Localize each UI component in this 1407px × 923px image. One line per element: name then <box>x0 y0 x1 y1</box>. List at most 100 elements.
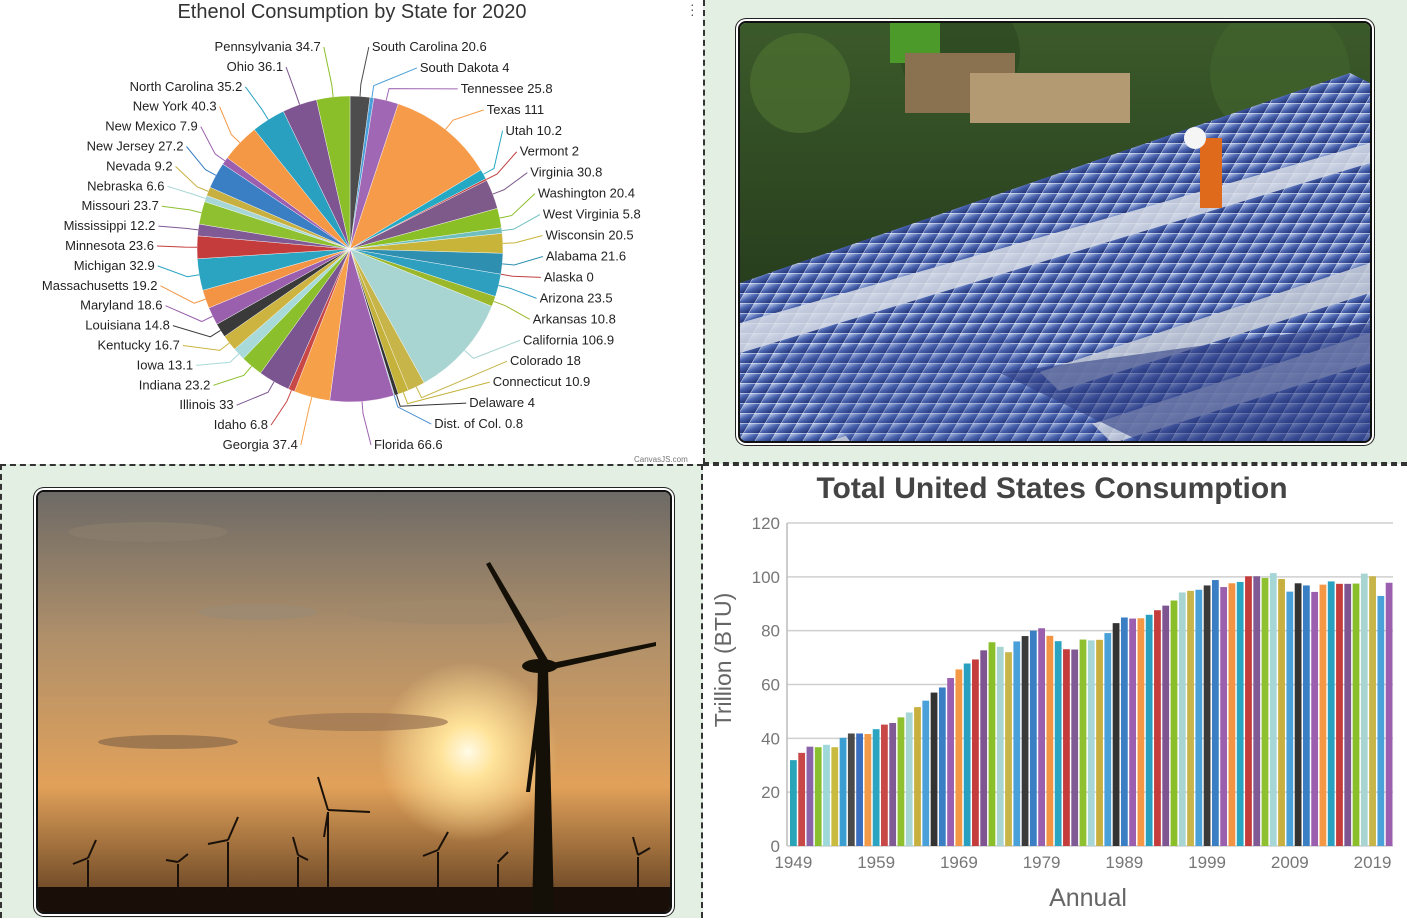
bar-1999[interactable] <box>1203 585 1211 846</box>
bar-1976[interactable] <box>1013 641 1021 846</box>
bar-2020[interactable] <box>1377 595 1385 846</box>
bar-1956[interactable] <box>847 733 855 846</box>
bar-1975[interactable] <box>1005 652 1012 846</box>
bar-1963[interactable] <box>905 712 913 846</box>
bar-1983[interactable] <box>1071 649 1079 846</box>
bar-1971[interactable] <box>972 659 979 846</box>
pie-leader-line-dist-of-col <box>393 395 432 425</box>
pie-label-texas: Texas 111 <box>487 102 544 117</box>
bar-1988[interactable] <box>1112 623 1120 846</box>
pie-leader-line-michigan <box>157 265 200 278</box>
bar-1990[interactable] <box>1129 618 1137 846</box>
bar-2000[interactable] <box>1211 580 1219 846</box>
bar-2009[interactable] <box>1286 591 1294 846</box>
pie-leader-line-colorado <box>415 360 508 399</box>
bar-1958[interactable] <box>864 734 872 846</box>
bar-2010[interactable] <box>1294 583 1302 846</box>
bar-1982[interactable] <box>1063 649 1070 846</box>
pie-label-minnesota: Minnesota 23.6 <box>65 238 154 253</box>
bar-1986[interactable] <box>1096 639 1103 846</box>
vertical-dots-icon[interactable]: · · · <box>690 0 695 22</box>
pie-label-nevada: Nevada 9.2 <box>106 158 173 173</box>
bar-1970[interactable] <box>963 663 971 846</box>
bar-2018[interactable] <box>1360 573 1368 846</box>
wind-photo-panel <box>0 464 703 918</box>
bar-2011[interactable] <box>1302 585 1310 846</box>
bar-2016[interactable] <box>1344 583 1352 846</box>
bar-1991[interactable] <box>1137 618 1145 846</box>
bar-chart-x-axis-label: Annual <box>1049 884 1127 912</box>
bar-1995[interactable] <box>1170 600 1178 846</box>
bar-2008[interactable] <box>1278 578 1285 846</box>
bar-y-tick-label: 0 <box>771 837 780 856</box>
pie-leader-line-south-carolina <box>359 46 370 97</box>
pie-slice-texas[interactable] <box>349 103 482 250</box>
bar-1960[interactable] <box>881 724 888 846</box>
bar-1994[interactable] <box>1162 605 1170 846</box>
bar-1957[interactable] <box>856 733 863 846</box>
bar-1954[interactable] <box>831 747 839 846</box>
bar-1964[interactable] <box>914 707 921 846</box>
bar-2021[interactable] <box>1385 582 1393 846</box>
bar-1973[interactable] <box>988 642 996 846</box>
pie-label-nebraska: Nebraska 6.6 <box>87 178 164 193</box>
bar-2012[interactable] <box>1311 591 1319 846</box>
bar-1951[interactable] <box>806 746 814 846</box>
bar-2013[interactable] <box>1319 584 1327 846</box>
bar-2002[interactable] <box>1228 583 1236 846</box>
pie-leader-line-tennessee <box>385 88 458 101</box>
bar-1952[interactable] <box>814 747 822 846</box>
pie-slice-california[interactable] <box>349 248 493 384</box>
bar-1953[interactable] <box>823 744 830 846</box>
canvasjs-credit[interactable]: CanvasJS.com <box>634 455 688 464</box>
bar-1980[interactable] <box>1046 635 1054 846</box>
bar-1987[interactable] <box>1104 633 1112 846</box>
bar-2019[interactable] <box>1369 576 1376 846</box>
bar-1985[interactable] <box>1087 640 1095 846</box>
bar-1966[interactable] <box>930 692 938 846</box>
bar-1955[interactable] <box>839 737 847 846</box>
bar-1993[interactable] <box>1154 610 1161 846</box>
bar-1997[interactable] <box>1187 590 1194 846</box>
bar-2007[interactable] <box>1269 573 1277 846</box>
bar-2004[interactable] <box>1245 576 1252 846</box>
bar-1981[interactable] <box>1054 641 1062 846</box>
bar-1977[interactable] <box>1021 636 1029 846</box>
pie-label-connecticut: Connecticut 10.9 <box>493 374 591 389</box>
bar-1959[interactable] <box>872 729 880 846</box>
bar-chart-title: Total United States Consumption <box>816 472 1287 505</box>
pie-leader-line-nebraska <box>167 185 206 200</box>
bar-1967[interactable] <box>938 687 946 846</box>
bar-1969[interactable] <box>955 669 963 846</box>
pie-chart-title: Ethenol Consumption by State for 2020 <box>177 1 526 23</box>
bar-1998[interactable] <box>1195 589 1203 846</box>
bar-2001[interactable] <box>1220 587 1228 846</box>
bar-x-tick-label: 1969 <box>940 853 978 872</box>
pie-label-pennsylvania: Pennsylvania 34.7 <box>215 39 321 54</box>
bar-1984[interactable] <box>1079 639 1087 846</box>
bar-1992[interactable] <box>1145 614 1153 846</box>
pie-leader-line-west-virginia <box>501 214 541 232</box>
bar-2003[interactable] <box>1236 581 1244 846</box>
bar-2017[interactable] <box>1352 583 1360 846</box>
bar-2005[interactable] <box>1253 576 1261 846</box>
bar-1979[interactable] <box>1038 628 1046 846</box>
bar-2006[interactable] <box>1261 577 1269 846</box>
bar-2014[interactable] <box>1327 581 1335 846</box>
pie-label-south-dakota: South Dakota 4 <box>420 60 510 75</box>
pie-label-ohio: Ohio 36.1 <box>227 59 283 74</box>
bar-1949[interactable] <box>790 760 797 846</box>
bar-1968[interactable] <box>947 678 954 846</box>
bar-1974[interactable] <box>996 646 1004 846</box>
bar-1950[interactable] <box>798 752 806 846</box>
bar-1989[interactable] <box>1120 617 1128 846</box>
bar-1972[interactable] <box>980 650 988 846</box>
pie-label-california: California 106.9 <box>523 332 614 347</box>
bar-1965[interactable] <box>922 700 930 846</box>
bar-1978[interactable] <box>1029 630 1037 846</box>
bar-1996[interactable] <box>1178 592 1186 846</box>
bar-2015[interactable] <box>1336 583 1343 846</box>
pie-leader-line-wisconsin <box>502 235 543 244</box>
bar-1961[interactable] <box>889 722 897 846</box>
bar-1962[interactable] <box>897 717 905 846</box>
